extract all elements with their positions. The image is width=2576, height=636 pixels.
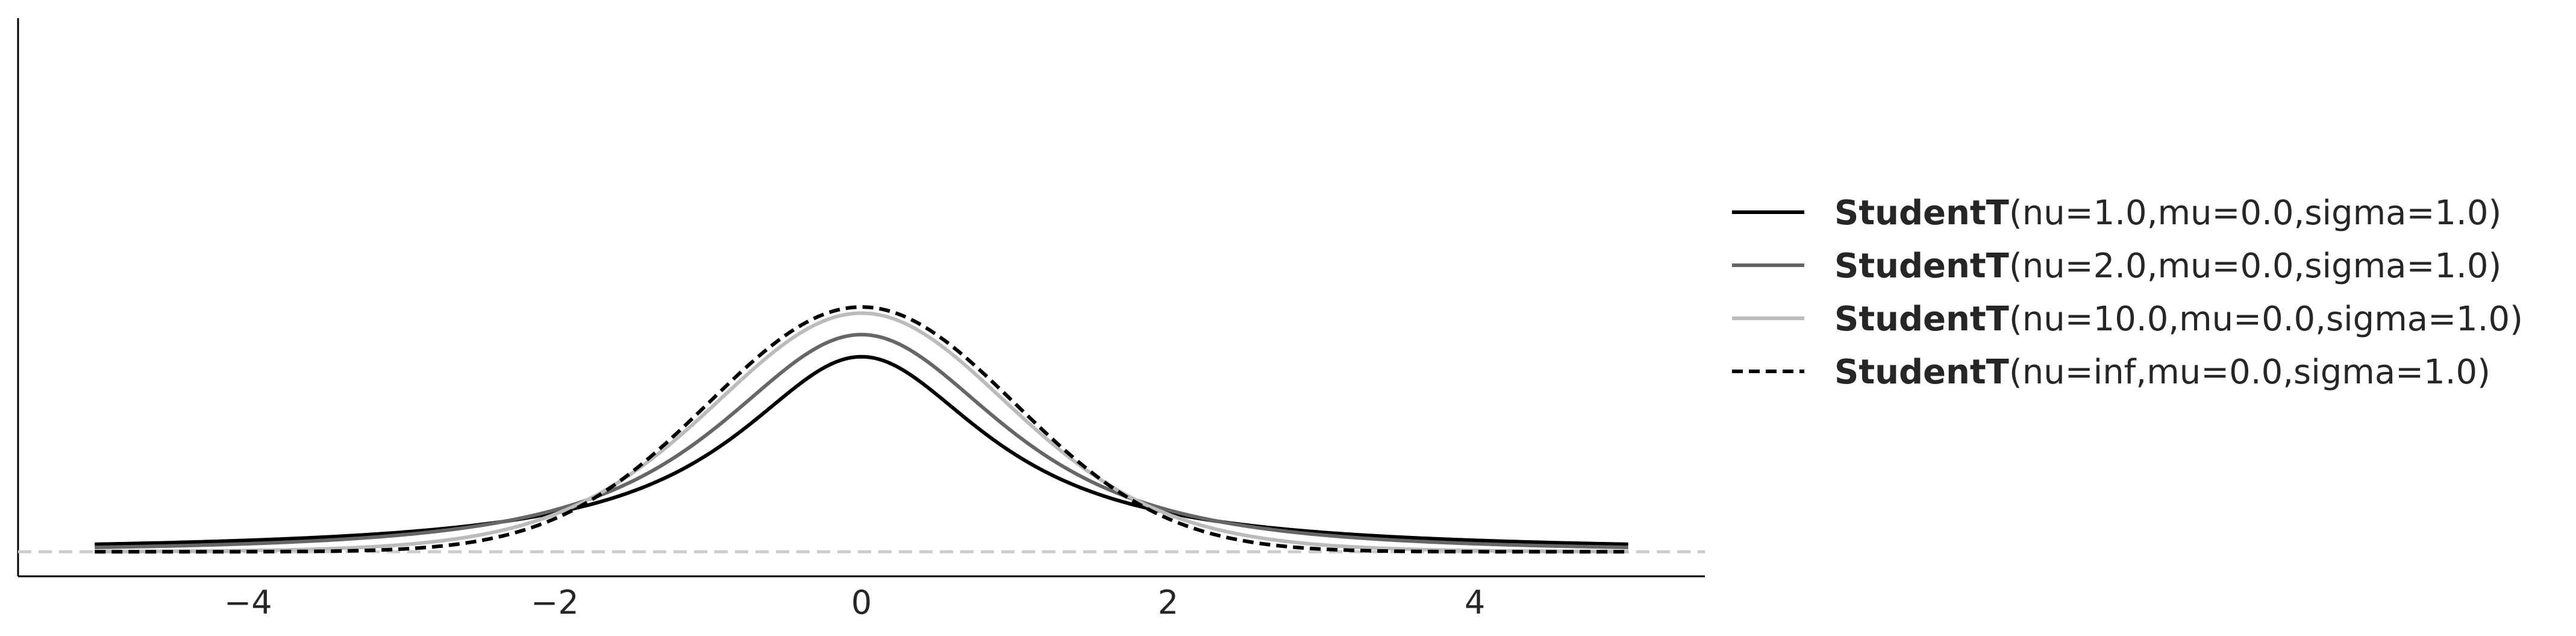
- series-line-1: [95, 354, 1628, 546]
- legend-label-2: StudentT(nu=2.0,mu=0.0,sigma=1.0): [1834, 247, 2501, 286]
- series-line-4: [95, 305, 1628, 554]
- legend-parameters: (nu=2.0,mu=0.0,sigma=1.0): [2009, 247, 2501, 286]
- x-tick-label: −2: [531, 584, 579, 622]
- x-tick-label: 0: [851, 584, 872, 622]
- legend-distribution-name: StudentT: [1834, 353, 2009, 392]
- legend-distribution-name: StudentT: [1834, 247, 2009, 286]
- legend-parameters: (nu=1.0,mu=0.0,sigma=1.0): [2009, 194, 2501, 233]
- legend-distribution-name: StudentT: [1834, 194, 2009, 233]
- legend-parameters: (nu=inf,mu=0.0,sigma=1.0): [2009, 353, 2490, 392]
- series-line-3: [95, 311, 1628, 553]
- legend-distribution-name: StudentT: [1834, 300, 2009, 339]
- series-line-2: [95, 333, 1628, 550]
- x-tick-label: 2: [1158, 584, 1178, 622]
- x-tick-label: −4: [224, 584, 272, 622]
- legend-label-3: StudentT(nu=10.0,mu=0.0,sigma=1.0): [1834, 300, 2523, 339]
- legend-parameters: (nu=10.0,mu=0.0,sigma=1.0): [2009, 300, 2523, 339]
- x-tick-label: 4: [1465, 584, 1485, 622]
- legend-label-4: StudentT(nu=inf,mu=0.0,sigma=1.0): [1834, 353, 2490, 392]
- legend-label-1: StudentT(nu=1.0,mu=0.0,sigma=1.0): [1834, 194, 2501, 233]
